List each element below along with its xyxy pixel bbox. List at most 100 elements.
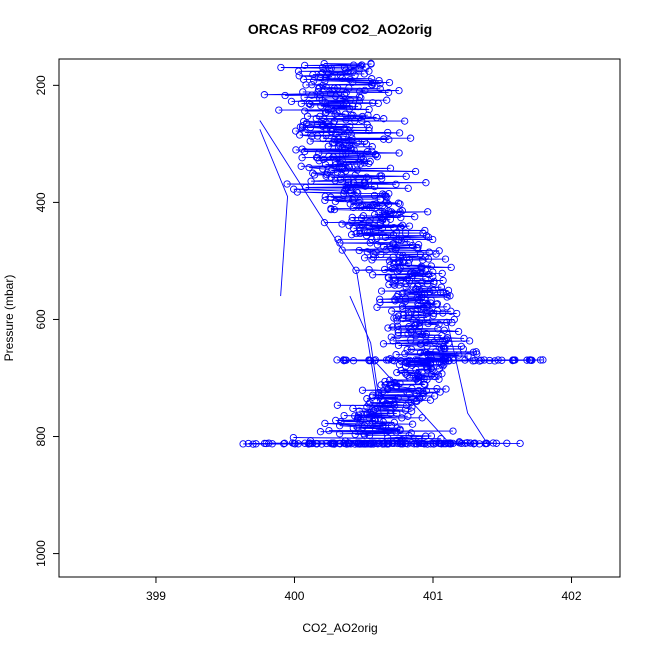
data-point (336, 175, 345, 184)
data-point (429, 268, 437, 276)
data-point (398, 414, 406, 422)
data-point (412, 285, 420, 293)
data-point (432, 348, 440, 356)
data-point (403, 275, 411, 283)
data-point (439, 288, 447, 296)
data-point (399, 258, 407, 266)
data-point (347, 130, 355, 138)
data-point (358, 386, 367, 394)
x-tick-label: 401 (423, 589, 443, 603)
y-axis-label: Pressure (mbar) (2, 275, 16, 362)
data-point (294, 67, 303, 75)
data-point (465, 337, 474, 345)
data-point (405, 222, 414, 230)
data-point (415, 291, 424, 300)
data-point (342, 89, 350, 97)
data-point (471, 356, 479, 365)
data-point (398, 207, 406, 215)
data-point (352, 229, 360, 238)
data-point (435, 343, 444, 352)
data-point (340, 439, 348, 447)
data-point (354, 189, 362, 197)
data-point (372, 113, 381, 122)
data-point (523, 356, 531, 364)
data-point (379, 135, 388, 143)
data-point (402, 279, 410, 287)
data-point (283, 180, 291, 188)
data-point (385, 135, 393, 144)
data-point (319, 155, 328, 164)
data-point (430, 338, 438, 346)
data-point (403, 371, 411, 379)
data-point (360, 70, 368, 78)
data-point (351, 171, 359, 179)
data-point (406, 134, 415, 142)
data-point (395, 129, 404, 137)
data-point (418, 414, 426, 422)
data-point (430, 392, 439, 400)
data-point (375, 76, 383, 85)
data-point (405, 256, 414, 264)
data-point (369, 407, 378, 415)
data-point (363, 228, 372, 237)
data-point (428, 366, 436, 374)
data-point (414, 377, 422, 385)
data-point (384, 427, 393, 435)
data-point (318, 69, 327, 77)
data-point (392, 428, 400, 436)
data-point (361, 86, 369, 95)
data-point (424, 319, 432, 328)
data-point (373, 404, 381, 412)
data-point (363, 148, 371, 156)
data-point (316, 73, 325, 81)
data-point (443, 303, 451, 311)
data-point (386, 164, 395, 172)
data-point (310, 171, 319, 179)
data-point (436, 388, 444, 396)
data-point (470, 440, 478, 448)
data-point (308, 439, 317, 448)
x-axis: 399 400 401 402 (146, 577, 582, 603)
data-point (302, 119, 311, 127)
data-point (475, 440, 484, 448)
data-point (332, 92, 340, 101)
data-point (337, 171, 346, 179)
y-tick-label: 800 (34, 426, 48, 446)
data-point (421, 338, 430, 346)
data-point (405, 390, 413, 399)
data-point (319, 122, 327, 130)
data-point (340, 189, 348, 198)
data-point (357, 203, 365, 211)
data-point (316, 112, 324, 121)
data-point (265, 439, 273, 447)
data-point (509, 356, 517, 365)
data-point (357, 160, 365, 168)
data-point (268, 440, 276, 448)
data-point (435, 320, 443, 328)
data-point (440, 361, 448, 369)
data-point (384, 386, 392, 394)
data-point (358, 61, 366, 69)
data-point (355, 246, 363, 255)
data-point (353, 423, 361, 431)
data-point (459, 345, 467, 353)
data-point (503, 439, 511, 447)
data-point (411, 213, 419, 221)
data-point (316, 428, 325, 436)
data-point (445, 356, 453, 365)
data-point (360, 137, 369, 146)
data-point (345, 163, 354, 171)
data-point (306, 439, 314, 447)
data-point (405, 431, 413, 440)
data-point (389, 356, 397, 364)
data-point (353, 415, 361, 423)
data-point (441, 345, 449, 353)
data-point (342, 185, 350, 193)
data-point (379, 418, 387, 426)
data-point (361, 440, 370, 448)
data-point (414, 304, 422, 313)
data-point (336, 95, 344, 103)
data-point (398, 440, 407, 448)
data-point (307, 177, 315, 185)
data-point (340, 145, 349, 153)
